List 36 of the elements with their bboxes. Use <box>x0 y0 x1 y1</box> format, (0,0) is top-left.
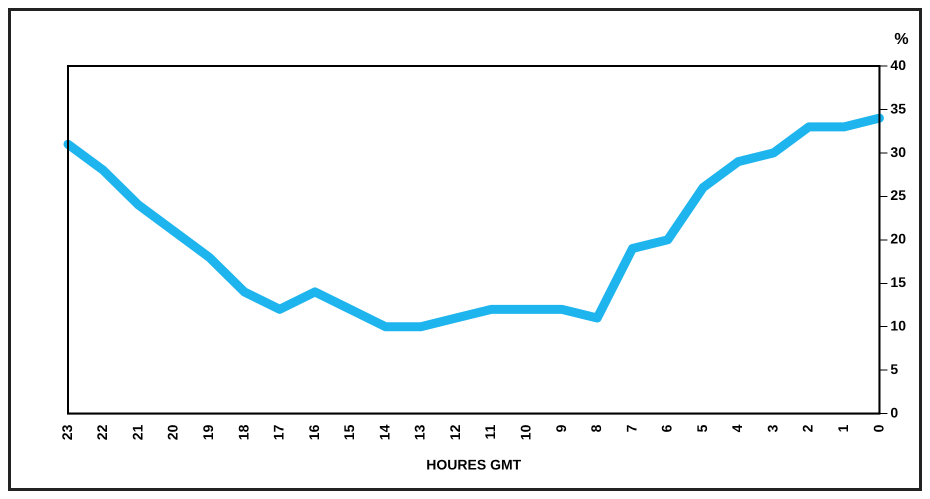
y-tick-label: 30 <box>890 144 906 160</box>
x-tick-label: 2 <box>800 424 816 432</box>
y-tick-label: 0 <box>890 404 898 420</box>
x-tick-label: 1 <box>835 424 852 432</box>
y-tick-label: 5 <box>890 361 898 378</box>
x-tick-label: 4 <box>729 424 746 432</box>
y-axis-title: % <box>894 31 909 48</box>
x-tick-label: 16 <box>306 424 322 440</box>
x-tick-label: 0 <box>870 424 886 432</box>
x-tick-label: 19 <box>200 424 216 440</box>
x-tick-label: 22 <box>94 424 110 440</box>
y-tick-label: 20 <box>890 230 906 247</box>
x-tick-label: 21 <box>129 424 146 440</box>
x-axis-title: HOURES GMT <box>426 456 522 472</box>
frame: HOURES GMT 23 22 21 20 19 18 17 16 15 14 13 12 11 10 9 8 7 6 5 4 3 2 1 0 0 5 10 15 20 25 30 35 40 % <box>8 8 922 491</box>
x-tick-label: 5 <box>694 424 710 432</box>
y-tick-label: 40 <box>890 56 906 73</box>
x-tick-label: 20 <box>164 424 181 440</box>
x-tick-label: 13 <box>412 424 428 440</box>
y-tick-label: 25 <box>890 187 906 204</box>
x-tick-label: 11 <box>482 424 498 440</box>
x-tick-label: 23 <box>58 424 75 440</box>
x-tick-label: 10 <box>517 424 534 440</box>
x-tick-label: 6 <box>658 424 675 432</box>
x-tick-label: 8 <box>588 424 604 432</box>
x-tick-label: 15 <box>341 424 358 440</box>
x-tick-label: 9 <box>552 424 569 432</box>
x-tick-label: 7 <box>623 424 640 432</box>
x-tick-label: 3 <box>764 424 780 432</box>
x-tick-label: 12 <box>446 424 463 440</box>
y-tick-label: 35 <box>890 100 906 116</box>
x-tick-label: 14 <box>376 424 392 440</box>
y-tick-label: 15 <box>890 274 906 290</box>
x-tick-label: 18 <box>235 424 252 440</box>
x-tick-label: 17 <box>270 424 287 440</box>
y-tick-label: 10 <box>890 318 906 334</box>
